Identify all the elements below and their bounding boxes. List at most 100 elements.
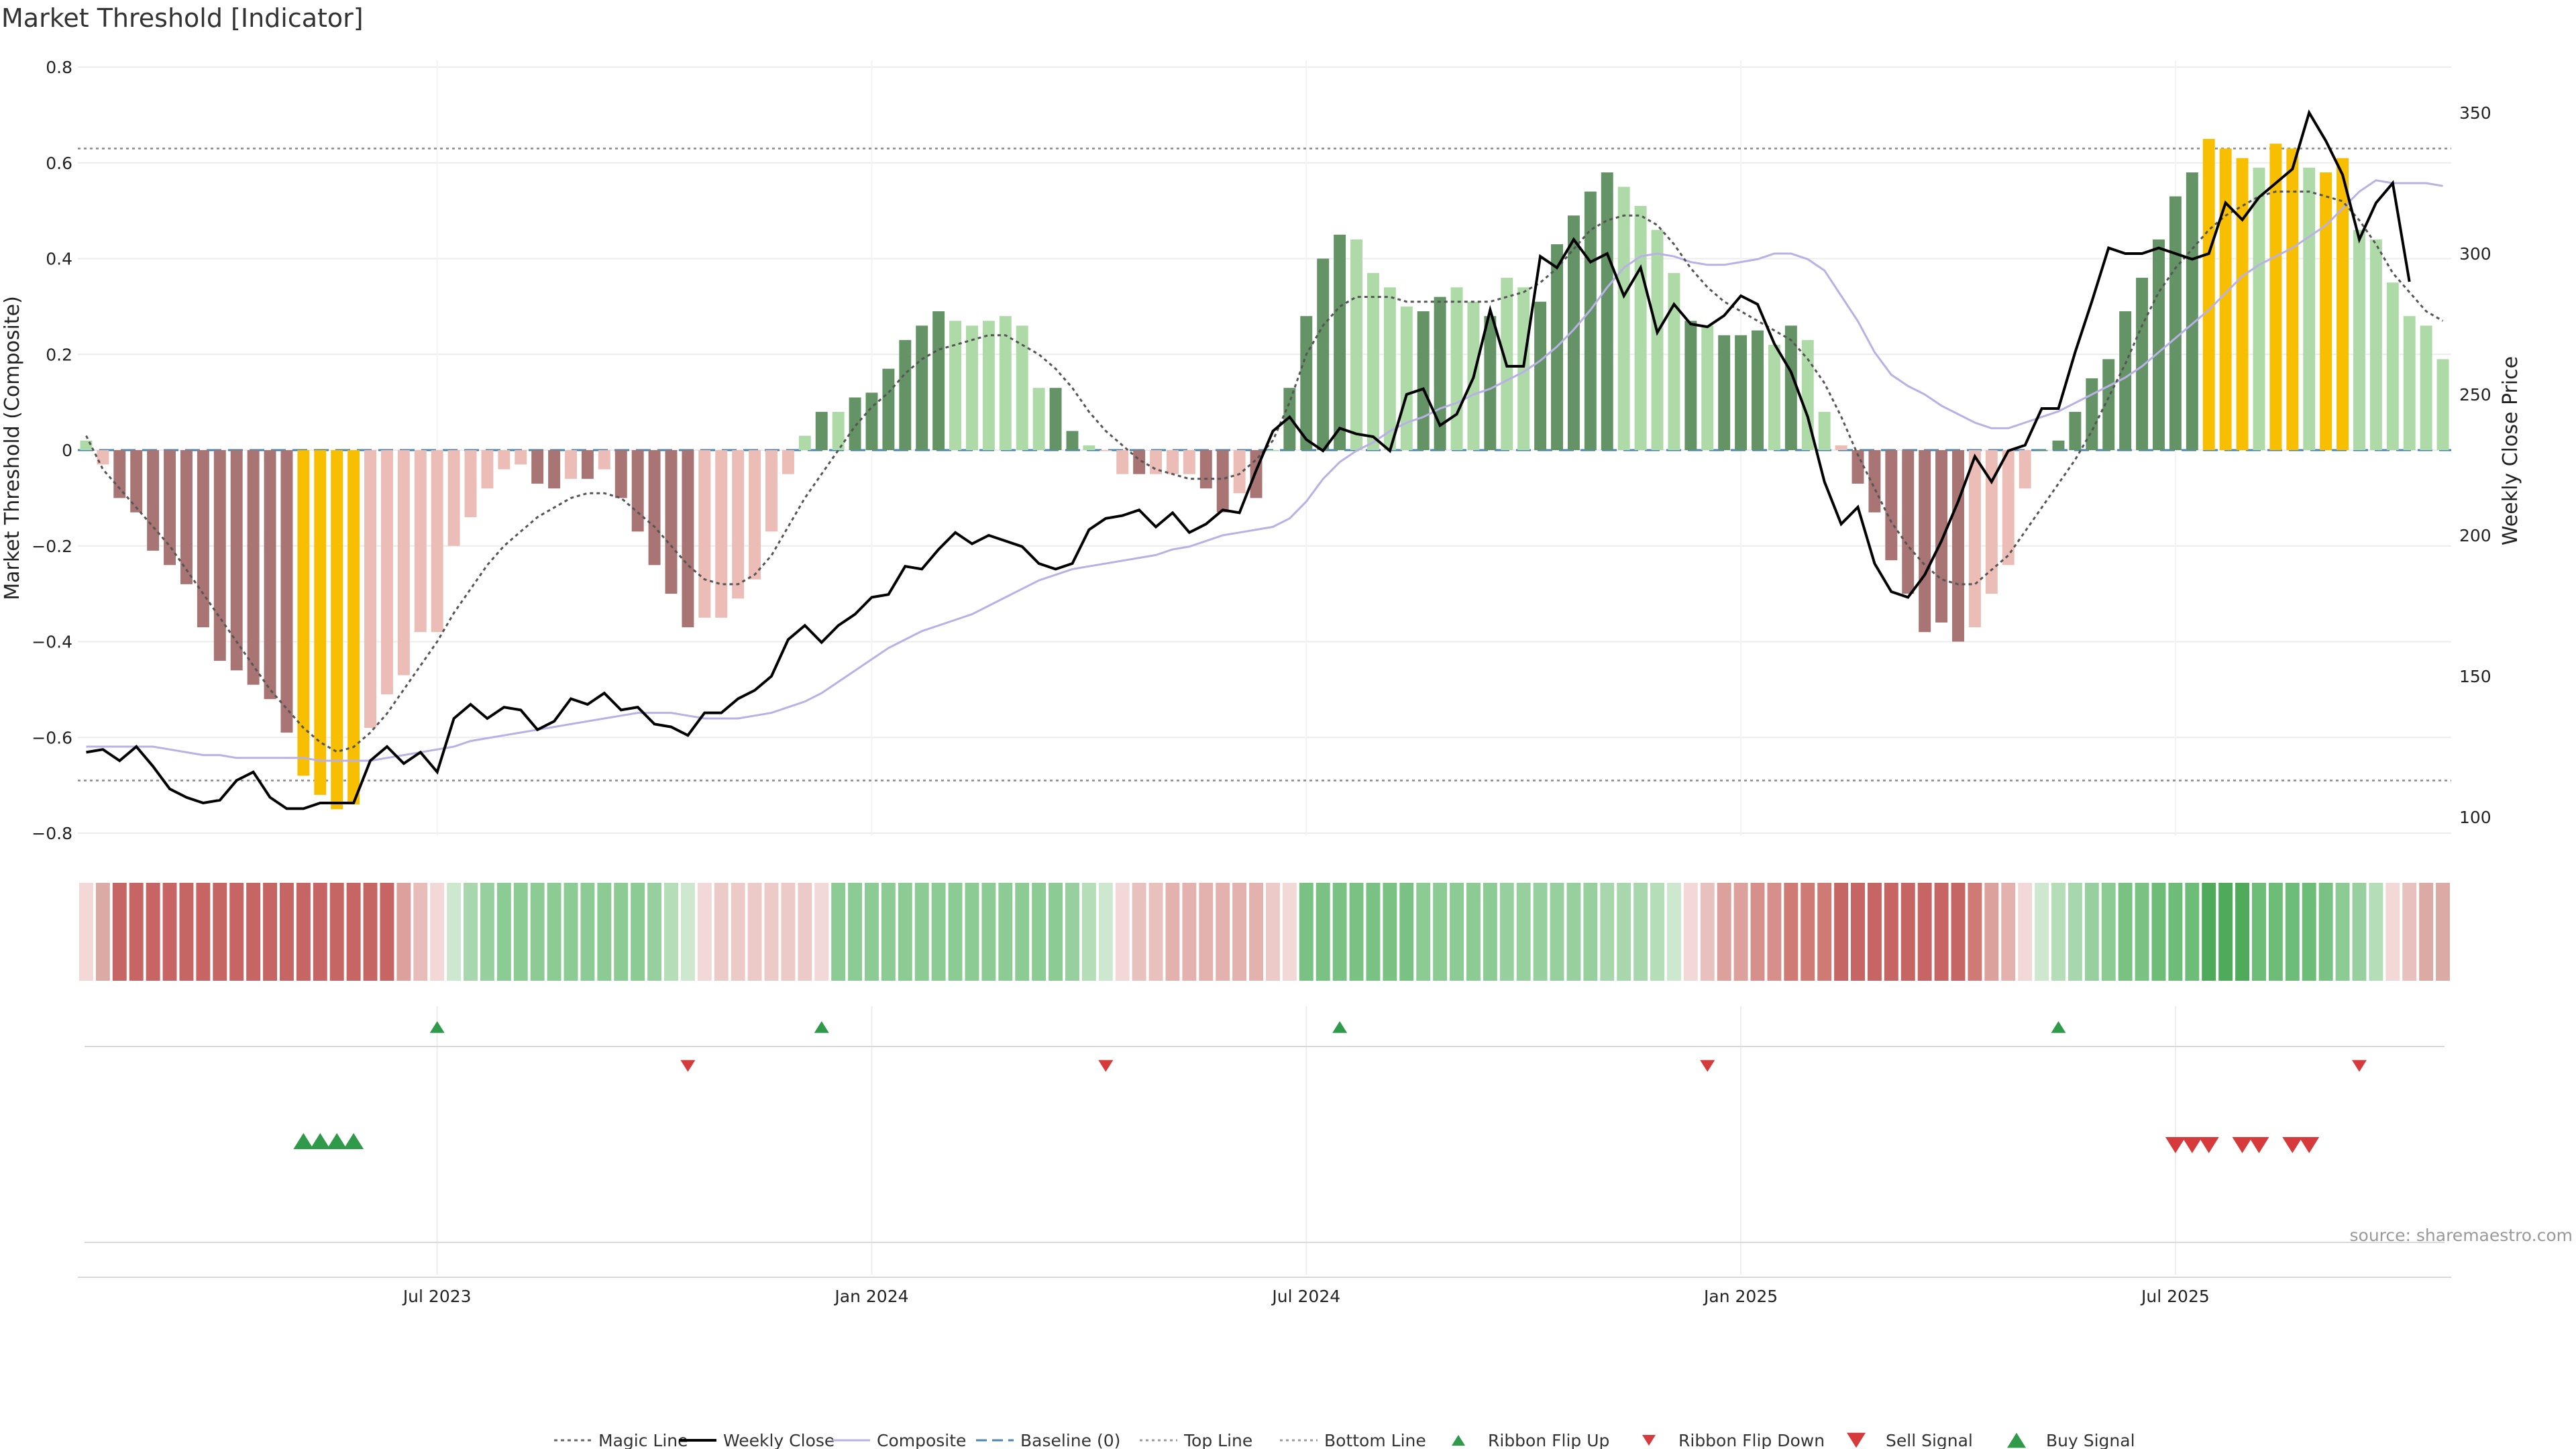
ribbon-flip-up-marker (2051, 1021, 2066, 1033)
legend-label: Buy Signal (2046, 1431, 2135, 1449)
ribbon-cell (1065, 883, 1079, 981)
composite-bar (1334, 234, 1346, 450)
ribbon-cell (1834, 883, 1849, 981)
ribbon-cell (1666, 883, 1681, 981)
composite-bar (2369, 239, 2382, 450)
ribbon-cell (1216, 883, 1230, 981)
ribbon-cell (1884, 883, 1898, 981)
composite-bar (899, 339, 912, 450)
ribbon-cell (2352, 883, 2367, 981)
ribbon-cell (2318, 883, 2333, 981)
y2-tick-label: 100 (2459, 808, 2491, 827)
composite-bar (1851, 450, 1864, 484)
ribbon-cell (1081, 883, 1096, 981)
composite-bar (1400, 306, 1413, 450)
ribbon-cell (313, 883, 327, 981)
ribbon-cell (2202, 883, 2216, 981)
ribbon-cell (1265, 883, 1280, 981)
composite-bar (113, 450, 126, 498)
ribbon-cell (1617, 883, 1631, 981)
composite-bar (1032, 388, 1045, 450)
ribbon-cell (547, 883, 561, 981)
ribbon-cell (2302, 883, 2316, 981)
ribbon-cell (346, 883, 361, 981)
composite-bar (715, 450, 728, 618)
ribbon-cell (564, 883, 578, 981)
ribbon-cell (1466, 883, 1481, 981)
legend-item: Weekly Close (679, 1431, 835, 1449)
ribbon-cell (2385, 883, 2400, 981)
ribbon-cell (1801, 883, 1815, 981)
ribbon-cell (965, 883, 979, 981)
ribbon-cell (1483, 883, 1497, 981)
ribbon-cell (631, 883, 645, 981)
ribbon-flip-down-marker (680, 1060, 696, 1072)
ribbon-cell (1399, 883, 1414, 981)
composite-bar (280, 450, 293, 733)
composite-bar (498, 450, 511, 470)
y2-tick-label: 300 (2459, 244, 2491, 264)
composite-bar (1233, 450, 1246, 494)
ribbon-cell (296, 883, 311, 981)
composite-bar (1517, 287, 1530, 450)
composite-bar (614, 450, 627, 498)
composite-bar (1417, 311, 1430, 450)
ribbon-cell (1917, 883, 1932, 981)
x-tick-label: Jan 2025 (1703, 1287, 1778, 1306)
composite-bar (1383, 287, 1396, 450)
composite-bar (999, 316, 1012, 450)
ribbon-cell (1499, 883, 1514, 981)
y-axis-right: 350 300 250 200 150 100 (2459, 103, 2491, 827)
composite-bar (2202, 139, 2215, 450)
composite-bar (949, 321, 962, 450)
ribbon-cell (1516, 883, 1531, 981)
composite-bar (2119, 311, 2132, 450)
ribbon-cell (931, 883, 946, 981)
ribbon-cell (1416, 883, 1431, 981)
composite-bar (1016, 325, 1028, 450)
ribbon-cell (162, 883, 177, 981)
ribbon-cell (2436, 883, 2451, 981)
composite-bar (2269, 144, 2282, 450)
ribbon-cell (363, 883, 378, 981)
composite-bar (932, 311, 945, 450)
composite-bar (548, 450, 561, 489)
x-axis: Jul 2023 Jan 2024 Jul 2024 Jan 2025 Jul 2025 (402, 1287, 2210, 1306)
triangle-down-icon (1847, 1432, 1866, 1448)
ribbon-flip-down-marker (1700, 1060, 1715, 1072)
composite-bar (1919, 450, 1931, 633)
composite-bars (80, 139, 2449, 810)
source-note: source: sharemaestro.com (2350, 1226, 2573, 1245)
signal-ribbon (78, 883, 2451, 981)
ribbon-cell (680, 883, 695, 981)
ribbon-cell (1383, 883, 1397, 981)
ribbon-cell (2218, 883, 2233, 981)
y-tick-label: −0.4 (32, 633, 72, 652)
composite-bar (765, 450, 777, 532)
ribbon-cell (2101, 883, 2116, 981)
ribbon-cell (447, 883, 462, 981)
chart-title: Market Threshold [Indicator] (1, 3, 364, 33)
composite-bar (798, 435, 811, 450)
ribbon-cell (747, 883, 762, 981)
ribbon-cell (213, 883, 227, 981)
composite-bar (481, 450, 494, 489)
ribbon-cell (1032, 883, 1046, 981)
composite-bar (380, 450, 393, 695)
composite-bar (230, 450, 243, 671)
y-tick-label: −0.8 (32, 824, 72, 843)
composite-bar (966, 325, 978, 450)
ribbon-cell (881, 883, 896, 981)
ribbon-cell (146, 883, 160, 981)
ribbon-cell (2335, 883, 2350, 981)
y-tick-label: 0.4 (46, 250, 72, 269)
composite-bar (882, 368, 895, 450)
composite-bar (1784, 325, 1797, 450)
ribbon-cell (246, 883, 261, 981)
ribbon-flip-up-marker (1332, 1021, 1348, 1033)
ribbon-cell (1115, 883, 1130, 981)
ribbon-cell (647, 883, 662, 981)
x-tick-label: Jul 2024 (1271, 1287, 1340, 1306)
ribbon-cell (496, 883, 511, 981)
composite-bar (1818, 411, 1831, 450)
